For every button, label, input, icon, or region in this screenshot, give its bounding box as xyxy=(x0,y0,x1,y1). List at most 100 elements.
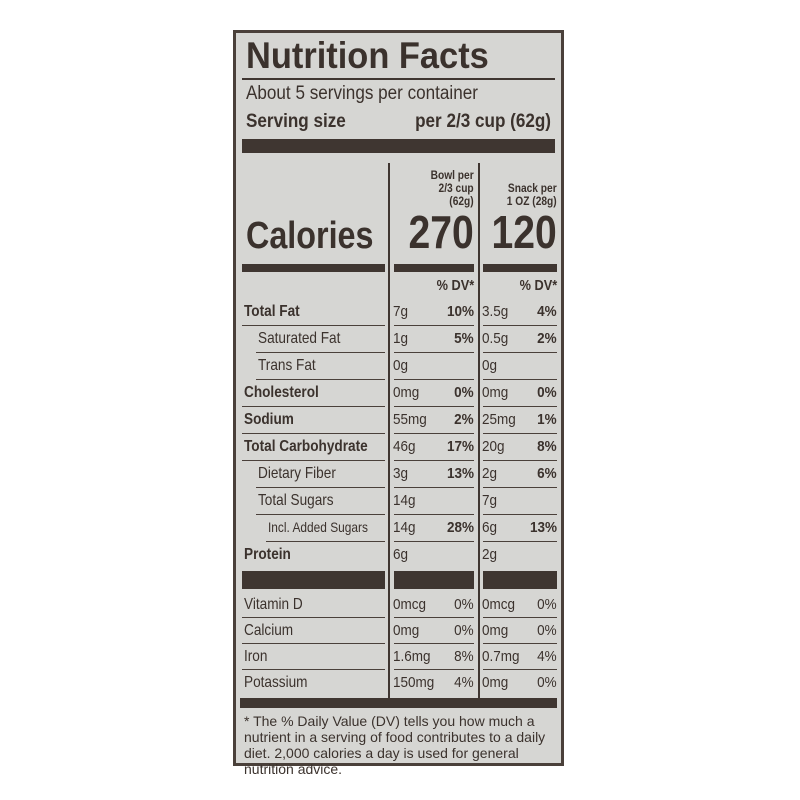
row-divider xyxy=(394,487,474,488)
row-divider xyxy=(483,669,557,670)
snack-amount: 6g xyxy=(482,519,498,536)
nutrient-name: Total Sugars xyxy=(258,492,334,509)
snack-amount: 0mg xyxy=(482,674,509,691)
row-divider xyxy=(483,352,557,353)
row-divider xyxy=(483,487,557,488)
bowl-dv: 13% xyxy=(446,465,474,482)
thick-divider xyxy=(242,139,555,153)
bowl-dv: 2% xyxy=(454,411,474,428)
bowl-dv: 0% xyxy=(454,622,474,639)
row-divider xyxy=(394,460,474,461)
bowl-amount: 14g xyxy=(393,492,416,509)
bowl-amount: 1g xyxy=(393,330,409,347)
bowl-column-header: Bowl per 2/3 cup (62g) xyxy=(431,169,474,208)
snack-amount: 0mg xyxy=(482,384,509,401)
serving-size-label: Serving size xyxy=(246,111,346,132)
thick-divider xyxy=(483,264,557,272)
nutrient-name: Sodium xyxy=(244,411,294,428)
snack-amount: 2g xyxy=(482,546,498,563)
thick-divider xyxy=(242,571,385,589)
snack-column-header: Snack per 1 OZ (28g) xyxy=(507,182,557,208)
nutrient-row: Iron 1.6mg 8% 0.7mg 4% xyxy=(236,644,561,670)
row-divider xyxy=(242,669,385,670)
row-divider xyxy=(483,379,557,380)
bowl-dv: 28% xyxy=(446,519,474,536)
snack-dv: 0% xyxy=(537,622,557,639)
snack-dv: 4% xyxy=(537,303,557,320)
row-divider xyxy=(483,460,557,461)
bowl-dv: 10% xyxy=(446,303,474,320)
bowl-calories: 270 xyxy=(408,206,474,258)
row-divider xyxy=(394,325,474,326)
snack-dv: 4% xyxy=(537,648,557,665)
bowl-dv: 0% xyxy=(454,384,474,401)
bowl-amount: 14g xyxy=(393,519,416,536)
snack-amount: 0.7mg xyxy=(482,648,520,665)
snack-amount: 20g xyxy=(482,438,505,455)
nutrient-name: Total Fat xyxy=(244,303,300,320)
row-divider xyxy=(483,541,557,542)
snack-dv: 0% xyxy=(537,384,557,401)
footnote: * The % Daily Value (DV) tells you how m… xyxy=(244,713,546,777)
thick-divider xyxy=(483,571,557,589)
label-title: Nutrition Facts xyxy=(246,35,489,76)
row-divider xyxy=(256,379,385,380)
bowl-amount: 46g xyxy=(393,438,416,455)
nutrient-name: Calcium xyxy=(244,622,294,639)
snack-amount: 0mg xyxy=(482,622,509,639)
snack-dv: 2% xyxy=(537,330,557,347)
thick-divider xyxy=(240,698,557,708)
snack-dv: 8% xyxy=(537,438,557,455)
row-divider xyxy=(394,643,474,644)
nutrient-row: Trans Fat 0g 0g xyxy=(236,353,561,380)
bowl-amount: 1.6mg xyxy=(393,648,431,665)
row-divider xyxy=(483,643,557,644)
nutrient-name: Vitamin D xyxy=(244,596,303,613)
bowl-amount: 0g xyxy=(393,357,409,374)
bowl-amount: 6g xyxy=(393,546,409,563)
header-line: (62g) xyxy=(449,194,474,208)
thick-divider xyxy=(242,264,385,272)
snack-dv: 0% xyxy=(537,596,557,613)
row-divider xyxy=(242,406,385,407)
row-divider xyxy=(483,325,557,326)
row-divider xyxy=(483,433,557,434)
bowl-amount: 0mg xyxy=(393,384,420,401)
bowl-dv: 4% xyxy=(454,674,474,691)
nutrient-row: Total Fat 7g 10% 3.5g 4% xyxy=(236,299,561,326)
row-divider xyxy=(394,352,474,353)
snack-amount: 3.5g xyxy=(482,303,509,320)
snack-dv: 6% xyxy=(537,465,557,482)
bowl-amount: 3g xyxy=(393,465,409,482)
snack-dv: 13% xyxy=(529,519,557,536)
snack-dv-header: % DV* xyxy=(519,277,557,294)
row-divider xyxy=(394,617,474,618)
calories-label: Calories xyxy=(246,215,374,257)
snack-amount: 2g xyxy=(482,465,498,482)
nutrient-row: Total Carbohydrate 46g 17% 20g 8% xyxy=(236,434,561,461)
column-divider xyxy=(388,163,390,707)
nutrient-row: Total Sugars 14g 7g xyxy=(236,488,561,515)
row-divider xyxy=(394,514,474,515)
nutrient-name: Iron xyxy=(244,648,268,665)
nutrient-row: Calcium 0mg 0% 0mg 0% xyxy=(236,618,561,644)
row-divider xyxy=(242,617,385,618)
bowl-dv: 17% xyxy=(446,438,474,455)
column-divider xyxy=(478,163,480,707)
bowl-amount: 55mg xyxy=(393,411,427,428)
nutrient-name: Cholesterol xyxy=(244,384,319,401)
thick-divider xyxy=(394,264,474,272)
row-divider xyxy=(394,669,474,670)
nutrition-facts-label: Nutrition Facts About 5 servings per con… xyxy=(233,30,564,777)
header-line: 1 OZ (28g) xyxy=(507,194,557,208)
serving-size-value: per 2/3 cup (62g) xyxy=(415,111,551,132)
snack-dv: 0% xyxy=(537,674,557,691)
nutrient-row: Saturated Fat 1g 5% 0.5g 2% xyxy=(236,326,561,353)
nutrient-row: Potassium 150mg 4% 0mg 0% xyxy=(236,670,561,696)
bowl-dv: 8% xyxy=(454,648,474,665)
bowl-amount: 0mcg xyxy=(393,596,427,613)
nutrient-name: Trans Fat xyxy=(258,357,316,374)
servings-per-container: About 5 servings per container xyxy=(246,83,478,104)
header-line: Snack per xyxy=(508,181,557,195)
nutrient-row: Vitamin D 0mcg 0% 0mcg 0% xyxy=(236,592,561,618)
